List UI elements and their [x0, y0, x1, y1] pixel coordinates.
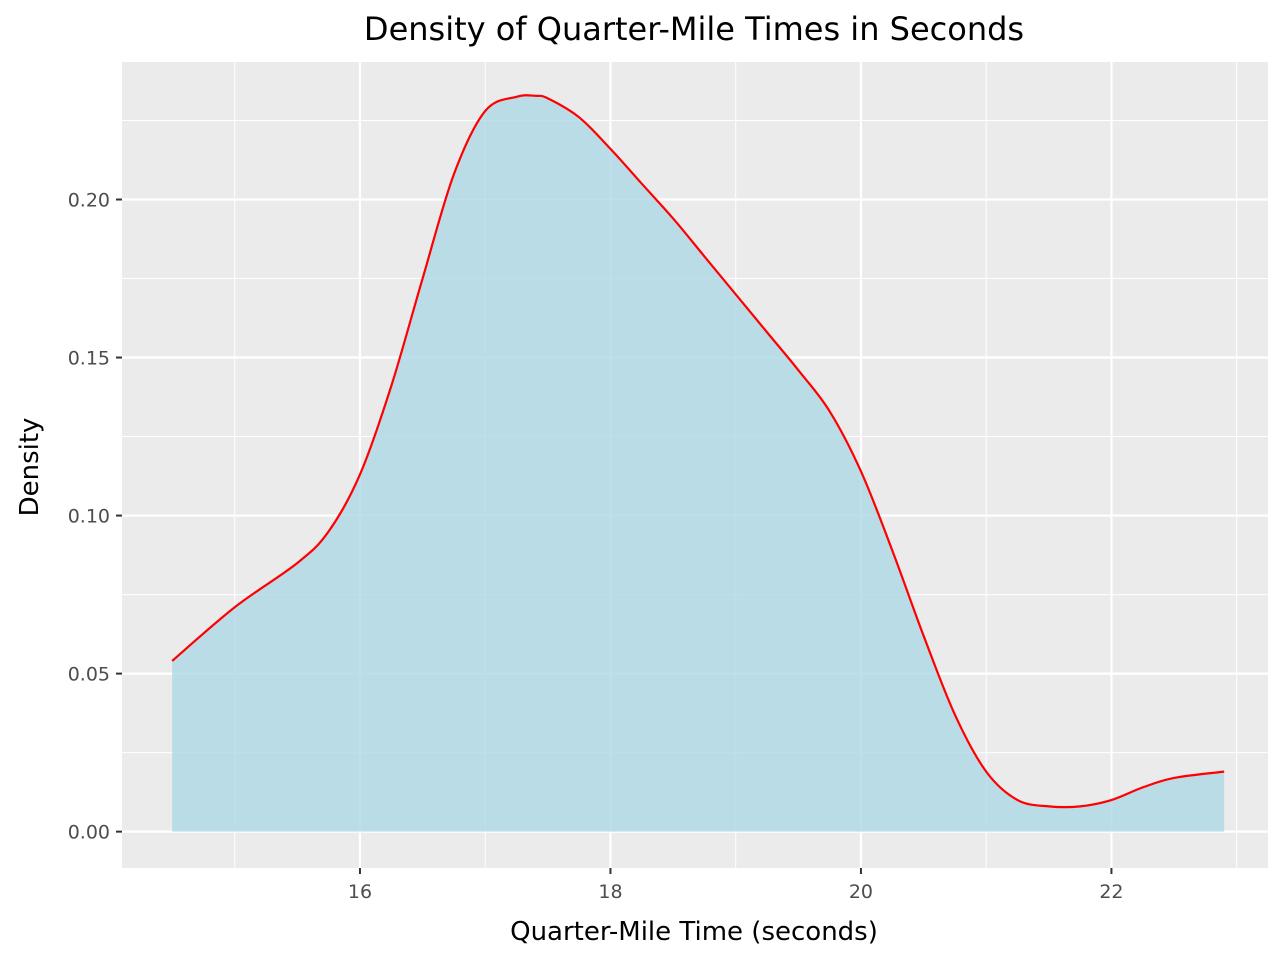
density-area — [172, 95, 1225, 832]
x-axis: 16 18 20 22 — [348, 868, 1124, 903]
x-axis-title: Quarter-Mile Time (seconds) — [510, 917, 878, 947]
y-tick-label: 0.15 — [68, 348, 110, 370]
x-tick-label: 22 — [1099, 881, 1123, 903]
x-tick-label: 20 — [849, 881, 873, 903]
y-axis: 0.00 0.05 0.10 0.15 0.20 — [68, 189, 122, 844]
x-tick-label: 18 — [598, 881, 622, 903]
y-axis-title: Density — [15, 418, 45, 517]
y-tick-label: 0.00 — [68, 822, 110, 844]
chart-title: Density of Quarter-Mile Times in Seconds — [364, 10, 1024, 48]
y-tick-label: 0.20 — [68, 189, 110, 211]
density-line — [171, 94, 1225, 809]
y-tick-label: 0.05 — [68, 664, 110, 686]
y-tick-label: 0.10 — [68, 506, 110, 528]
x-tick-label: 16 — [348, 881, 372, 903]
